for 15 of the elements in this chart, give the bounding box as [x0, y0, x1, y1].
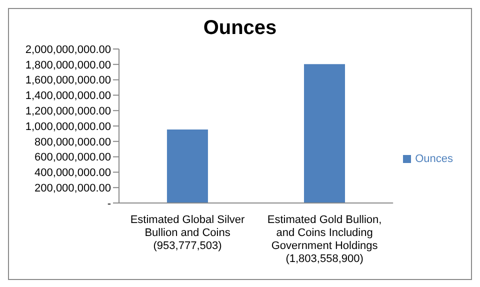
- y-tick-label: -: [107, 198, 112, 210]
- chart-title: Ounces: [202, 17, 278, 41]
- x-tick-label: Estimated Gold Bullion, and Coins Including Government Holdings (1,803,558,900): [267, 214, 382, 265]
- y-tick-label: 1,800,000,000.00: [25, 59, 111, 72]
- y-tick-label: 1,000,000,000.00: [25, 120, 111, 133]
- legend-label: Ounces: [415, 153, 453, 165]
- y-tick-label: 600,000,000.00: [34, 152, 111, 164]
- y-tick-label: 400,000,000.00: [34, 167, 111, 180]
- x-tick-label: Estimated Global Silver Bullion and Coins (953,777,503): [130, 214, 246, 252]
- y-tick-label: 2,000,000,000.00: [25, 44, 111, 56]
- y-tick-label: 1,400,000,000.00: [25, 90, 111, 102]
- y-tick-label: 1,600,000,000.00: [25, 74, 111, 87]
- y-tick-label: 200,000,000.00: [34, 182, 111, 195]
- y-tick-label: 1,200,000,000.00: [25, 106, 111, 118]
- y-tick-label: 800,000,000.00: [34, 136, 111, 148]
